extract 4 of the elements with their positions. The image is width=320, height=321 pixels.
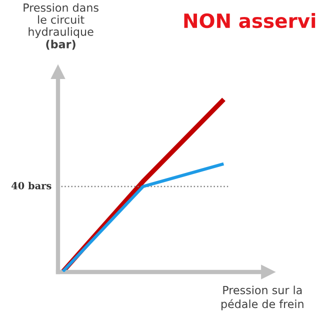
- x-axis-title: Pression sur la pédale de frein: [221, 286, 304, 310]
- y-axis-title: Pression dans le circuit hydraulique (bar): [24, 3, 98, 50]
- chart-title: NON asservi: [184, 13, 316, 28]
- ref-line-label: 40 bars: [11, 182, 52, 190]
